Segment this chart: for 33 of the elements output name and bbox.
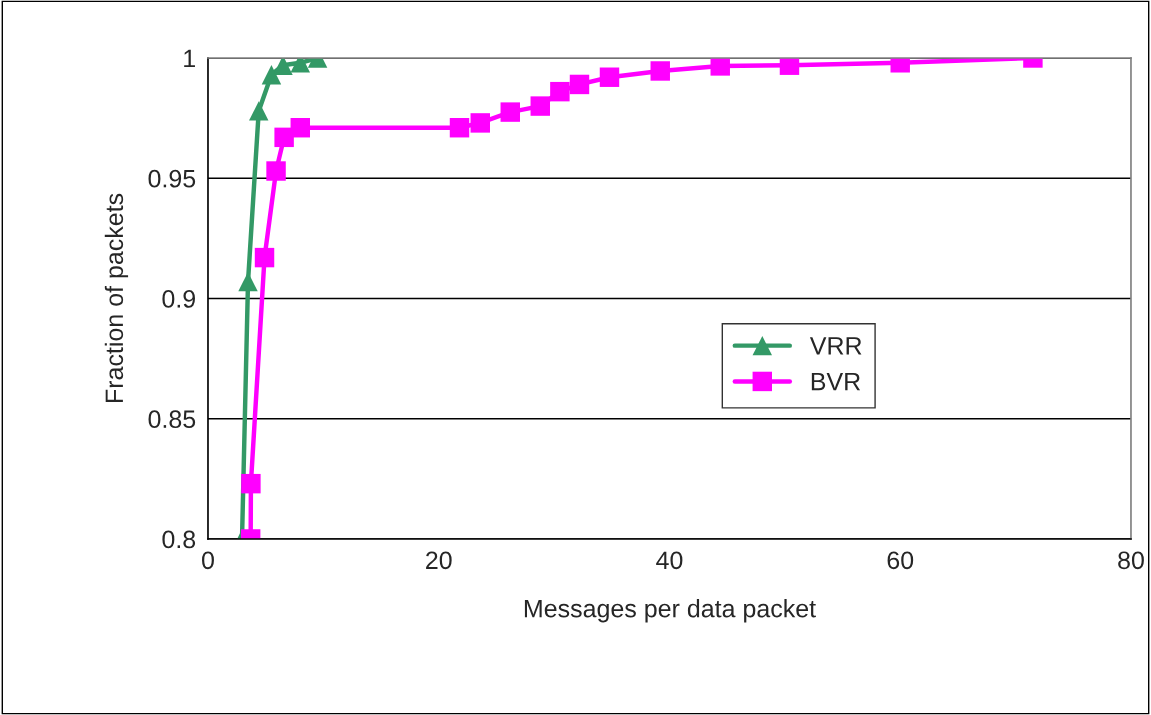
- y-axis-title: Fraction of packets: [104, 193, 129, 403]
- x-tick-label: 0: [202, 551, 214, 570]
- point: [254, 247, 275, 268]
- x-tick-label: 80: [1118, 551, 1144, 570]
- y-tick-label: 0.85: [148, 410, 196, 429]
- point: [290, 118, 311, 138]
- x-tick-label: 40: [656, 551, 683, 570]
- point: [569, 74, 590, 95]
- point: [650, 61, 670, 81]
- point: [500, 102, 520, 122]
- point: [261, 65, 282, 85]
- legend-label: VRR: [809, 337, 862, 355]
- y-tick-label: 0.8: [162, 530, 196, 549]
- x-tick-label: 20: [426, 551, 452, 570]
- x-axis-title: Messages per data packet: [524, 599, 816, 623]
- point: [550, 81, 570, 102]
- point: [273, 57, 293, 75]
- point: [779, 57, 800, 75]
- point: [249, 101, 269, 121]
- point: [266, 161, 286, 181]
- point: [449, 118, 470, 138]
- point: [530, 96, 550, 116]
- y-tick-label: 1: [184, 49, 195, 68]
- y-tick-label: 0.95: [148, 169, 196, 188]
- point: [241, 473, 261, 494]
- x-tick-label: 60: [887, 551, 914, 570]
- point: [599, 67, 620, 87]
- point: [710, 57, 730, 76]
- legend-label: BVR: [811, 372, 861, 391]
- y-tick-label: 0.9: [162, 290, 195, 308]
- point: [238, 271, 258, 292]
- point: [274, 127, 294, 148]
- point: [470, 113, 490, 133]
